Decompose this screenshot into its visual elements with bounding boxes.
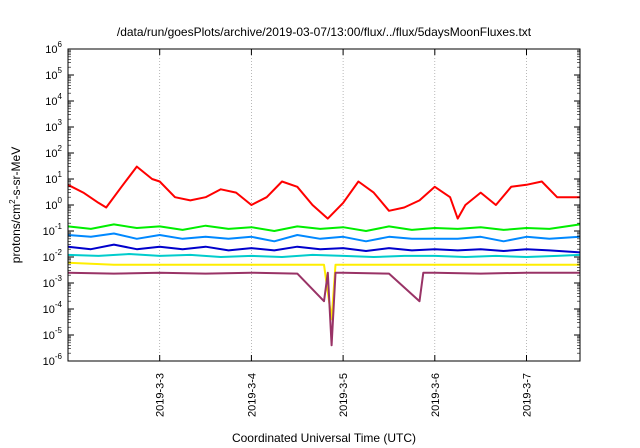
x-axis-title: Coordinated Universal Time (UTC) (232, 431, 416, 445)
y-tick-mantissa: 10 (43, 278, 55, 290)
y-tick-mantissa: 10 (43, 304, 55, 316)
y-axis-title-sup: 2 (8, 199, 17, 204)
y-tick-mantissa: 10 (45, 96, 57, 108)
y-tick-mantissa: 10 (45, 122, 57, 134)
y-axis-title: protons/cm2-s-sr-MeV (8, 147, 23, 263)
y-tick-label: 10-3 (43, 274, 63, 290)
y-tick-mantissa: 10 (43, 226, 55, 238)
series-line-2 (67, 223, 581, 232)
y-tick-exponent: -6 (55, 352, 63, 361)
y-tick-mantissa: 10 (45, 148, 57, 160)
y-tick-labels: 10-610-510-410-310-210-11001011021031041… (43, 40, 63, 368)
y-tick-mantissa: 10 (43, 330, 55, 342)
series-layer (67, 165, 581, 347)
series-line-6 (67, 261, 580, 321)
y-tick-mantissa: 10 (45, 174, 57, 186)
y-tick-mantissa: 10 (45, 44, 57, 56)
y-tick-mantissa: 10 (45, 200, 57, 212)
y-tick-label: 103 (45, 118, 62, 134)
series-line-4 (67, 243, 581, 254)
y-tick-exponent: -3 (55, 274, 63, 283)
y-tick-label: 10-6 (43, 352, 63, 368)
y-tick-label: 101 (45, 170, 62, 186)
chart-title: /data/run/goesPlots/archive/2019-03-07/1… (117, 25, 532, 39)
y-tick-exponent: 1 (58, 170, 63, 179)
series-line-1 (67, 165, 580, 220)
x-tick-labels: 2019-3-3 2019-3-4 2019-3-5 2019-3-6 2019-3-7 (155, 373, 534, 417)
y-tick-exponent: -4 (55, 300, 63, 309)
x-tick-label: 2019-3-4 (246, 373, 258, 417)
grid-layer (159, 49, 527, 361)
y-tick-label: 100 (45, 196, 62, 212)
series-line-5 (67, 253, 581, 258)
y-axis-title-rest: -s-sr-MeV (9, 147, 23, 200)
y-tick-mantissa: 10 (45, 70, 57, 82)
y-tick-exponent: -1 (55, 222, 63, 231)
y-tick-label: 106 (45, 40, 62, 56)
y-tick-exponent: 6 (58, 40, 63, 49)
plot-frame (67, 48, 581, 362)
y-tick-label: 102 (45, 144, 62, 160)
y-tick-label: 10-2 (43, 248, 63, 264)
y-tick-label: 104 (45, 92, 62, 108)
x-tick-label: 2019-3-5 (338, 373, 350, 417)
series-line-3 (67, 232, 581, 243)
y-tick-label: 10-4 (43, 300, 63, 316)
y-tick-exponent: -5 (55, 326, 63, 335)
y-tick-exponent: 0 (58, 196, 63, 205)
y-tick-mantissa: 10 (43, 356, 55, 368)
ticks-layer (68, 48, 580, 362)
y-tick-label: 105 (45, 66, 62, 82)
y-tick-exponent: 2 (58, 144, 63, 153)
x-tick-label: 2019-3-6 (430, 373, 442, 417)
y-tick-exponent: 3 (58, 118, 63, 127)
y-tick-label: 10-5 (43, 326, 63, 342)
x-tick-label: 2019-3-3 (155, 373, 167, 417)
y-tick-label: 10-1 (43, 222, 63, 238)
y-tick-exponent: 4 (58, 92, 63, 101)
y-tick-exponent: 5 (58, 66, 63, 75)
x-tick-label: 2019-3-7 (522, 373, 534, 417)
series-line-7 (67, 271, 580, 347)
y-tick-exponent: -2 (55, 248, 63, 257)
y-axis-title-base: protons/cm (9, 204, 23, 263)
y-tick-mantissa: 10 (43, 252, 55, 264)
